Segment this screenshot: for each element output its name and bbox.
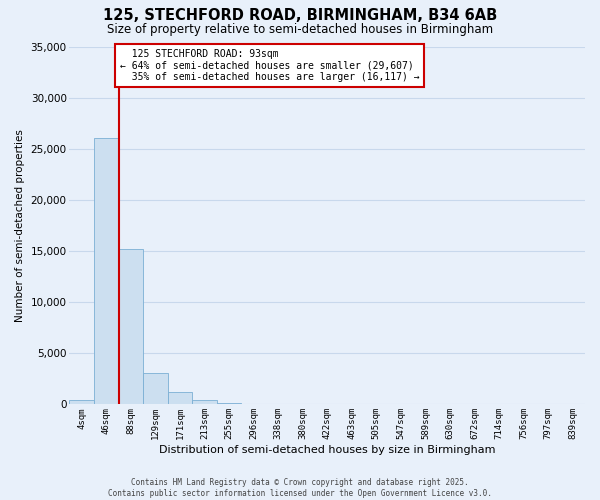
Bar [119,249,143,404]
Text: 125, STECHFORD ROAD, BIRMINGHAM, B34 6AB: 125, STECHFORD ROAD, BIRMINGHAM, B34 6AB [103,8,497,22]
Y-axis label: Number of semi-detached properties: Number of semi-detached properties [15,129,25,322]
Bar [167,392,192,404]
X-axis label: Distribution of semi-detached houses by size in Birmingham: Distribution of semi-detached houses by … [159,445,496,455]
Bar [143,372,167,404]
Bar [70,400,94,404]
Text: 125 STECHFORD ROAD: 93sqm
← 64% of semi-detached houses are smaller (29,607)
  3: 125 STECHFORD ROAD: 93sqm ← 64% of semi-… [120,48,419,82]
Text: Contains HM Land Registry data © Crown copyright and database right 2025.
Contai: Contains HM Land Registry data © Crown c… [108,478,492,498]
Text: Size of property relative to semi-detached houses in Birmingham: Size of property relative to semi-detach… [107,22,493,36]
Bar [94,138,119,404]
Bar [192,400,217,404]
